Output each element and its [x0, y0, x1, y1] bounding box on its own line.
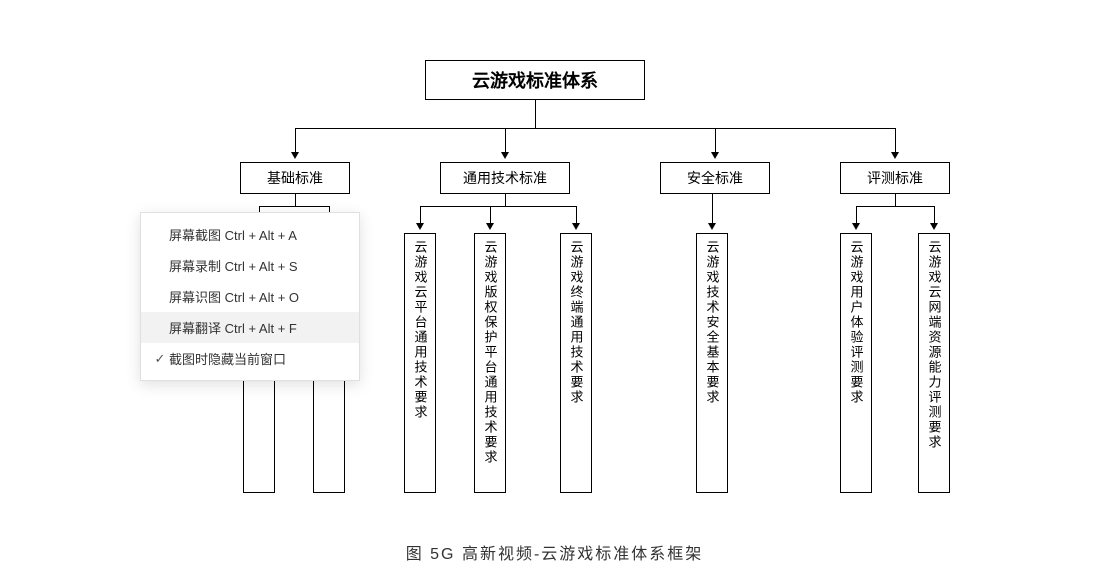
connector: [895, 194, 896, 206]
menu-item-label: 屏幕截图 Ctrl + Alt + A: [169, 225, 345, 244]
root-node: 云游戏标准体系: [425, 60, 645, 100]
connector: [295, 128, 895, 129]
arrow-icon: [572, 223, 580, 230]
context-menu[interactable]: 屏幕截图 Ctrl + Alt + A 屏幕录制 Ctrl + Alt + S …: [140, 212, 360, 381]
menu-item-screenrecord[interactable]: 屏幕录制 Ctrl + Alt + S: [141, 250, 359, 281]
leaf-label: 云游戏终端通用技术要求: [567, 240, 586, 405]
menu-item-label: 屏幕录制 Ctrl + Alt + S: [169, 256, 345, 275]
menu-item-label: 屏幕识图 Ctrl + Alt + O: [169, 287, 345, 306]
category-node-security: 安全标准: [660, 162, 770, 194]
connector: [934, 206, 935, 223]
leaf-node: 云游戏云网端资源能力评测要求: [918, 233, 950, 493]
menu-item-hidewindow[interactable]: ✓ 截图时隐藏当前窗口: [141, 343, 359, 374]
category-node-general: 通用技术标准: [440, 162, 570, 194]
figure-caption: 图 5G 高新视频-云游戏标准体系框架: [0, 540, 1109, 564]
connector: [259, 206, 329, 207]
connector: [295, 128, 296, 152]
leaf-label: 云游戏用户体验评测要求: [847, 240, 866, 405]
connector: [420, 206, 421, 223]
category-node-eval: 评测标准: [840, 162, 950, 194]
category-node-basic: 基础标准: [240, 162, 350, 194]
check-icon: ✓: [151, 351, 169, 367]
connector: [856, 206, 857, 223]
leaf-label: 云游戏云网端资源能力评测要求: [925, 240, 944, 450]
arrow-icon: [486, 223, 494, 230]
arrow-icon: [852, 223, 860, 230]
arrow-icon: [891, 152, 899, 159]
connector: [535, 100, 536, 128]
arrow-icon: [501, 152, 509, 159]
arrow-icon: [708, 223, 716, 230]
leaf-label: 云游戏云平台通用技术要求: [411, 240, 430, 420]
connector: [420, 206, 576, 207]
connector: [856, 206, 934, 207]
root-label: 云游戏标准体系: [472, 67, 598, 93]
leaf-node: 云游戏终端通用技术要求: [560, 233, 592, 493]
leaf-label: 云游戏技术安全基本要求: [703, 240, 722, 405]
arrow-icon: [930, 223, 938, 230]
connector: [490, 206, 491, 223]
connector: [715, 128, 716, 152]
menu-item-translate[interactable]: 屏幕翻译 Ctrl + Alt + F: [141, 312, 359, 343]
menu-item-label: 截图时隐藏当前窗口: [169, 349, 345, 368]
connector: [576, 206, 577, 223]
connector: [505, 128, 506, 152]
menu-item-ocr[interactable]: 屏幕识图 Ctrl + Alt + O: [141, 281, 359, 312]
category-label: 基础标准: [267, 168, 323, 188]
arrow-icon: [416, 223, 424, 230]
category-label: 评测标准: [867, 168, 923, 188]
leaf-node: 云游戏技术安全基本要求: [696, 233, 728, 493]
connector: [712, 194, 713, 223]
menu-item-screenshot[interactable]: 屏幕截图 Ctrl + Alt + A: [141, 219, 359, 250]
leaf-node: 云游戏版权保护平台通用技术要求: [474, 233, 506, 493]
arrow-icon: [291, 152, 299, 159]
connector: [295, 194, 296, 206]
leaf-node: 云游戏用户体验评测要求: [840, 233, 872, 493]
leaf-node: 云游戏云平台通用技术要求: [404, 233, 436, 493]
menu-item-label: 屏幕翻译 Ctrl + Alt + F: [169, 318, 345, 337]
connector: [895, 128, 896, 152]
category-label: 通用技术标准: [463, 168, 547, 188]
arrow-icon: [711, 152, 719, 159]
category-label: 安全标准: [687, 168, 743, 188]
leaf-label: 云游戏版权保护平台通用技术要求: [481, 240, 500, 465]
connector: [505, 194, 506, 206]
